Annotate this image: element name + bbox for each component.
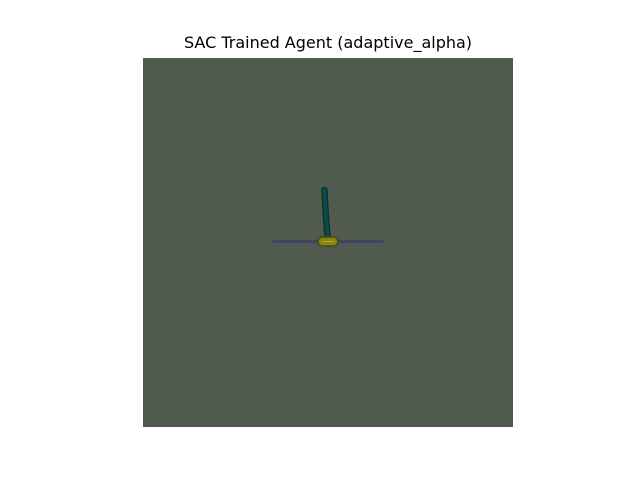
environment-render-canvas — [143, 58, 513, 427]
figure-title: SAC Trained Agent (adaptive_alpha) — [183, 33, 473, 52]
cart-outline — [317, 236, 339, 247]
environment-render-frame — [143, 58, 513, 427]
